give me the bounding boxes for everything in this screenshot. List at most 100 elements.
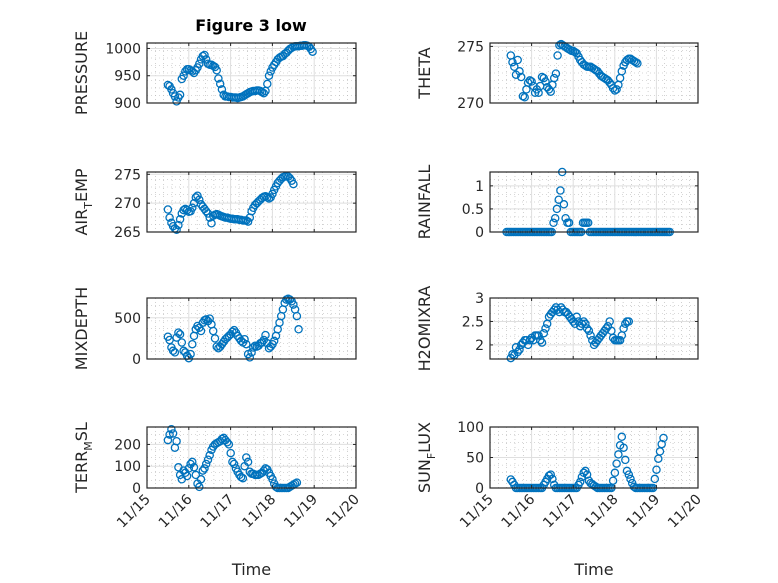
y-axis-label-part: M bbox=[82, 441, 95, 451]
x-tick-label: 11/19 bbox=[623, 492, 663, 532]
data-point bbox=[175, 215, 185, 224]
data-point bbox=[269, 336, 279, 346]
data-point bbox=[186, 349, 195, 359]
data-point bbox=[195, 59, 204, 68]
data-point bbox=[510, 62, 519, 72]
data-point bbox=[222, 438, 232, 447]
data-point bbox=[203, 455, 213, 464]
subplot-mixdepth: 0 500 MIXDEPTH bbox=[72, 287, 357, 370]
y-tick-label: 2.5 bbox=[462, 314, 484, 330]
data-point bbox=[556, 186, 565, 195]
axes-box bbox=[146, 426, 357, 489]
data-point bbox=[289, 300, 298, 309]
data-point bbox=[520, 93, 529, 102]
data-point bbox=[523, 340, 533, 350]
y-axis-label: PRESSURE bbox=[72, 31, 91, 115]
y-tick-label: 3 bbox=[475, 291, 484, 307]
data-point bbox=[184, 353, 194, 363]
data-point bbox=[308, 47, 317, 56]
data-point bbox=[539, 328, 549, 338]
data-point bbox=[172, 97, 181, 106]
y-axis-label-part: LUX bbox=[415, 422, 434, 453]
data-point bbox=[572, 312, 581, 322]
data-point bbox=[188, 203, 197, 213]
data-point bbox=[266, 67, 275, 76]
data-point bbox=[513, 55, 522, 65]
axes-box bbox=[146, 297, 357, 360]
data-point bbox=[215, 79, 225, 89]
y-axis-label: THETA bbox=[415, 47, 434, 99]
data-point bbox=[188, 457, 197, 467]
data-point bbox=[188, 339, 197, 349]
y-tick-label: 0 bbox=[475, 225, 484, 241]
data-point bbox=[249, 343, 258, 352]
subplot-sun_flux: 0 50 100 11/15 11/16 11/17 11/18 11/19 11/20 Time… bbox=[415, 420, 705, 579]
y-axis-label: MIXDEPTH bbox=[72, 287, 91, 370]
subplot-terr_msl: 0 100 200 11/15 11/16 11/17 11/18 11/19 11/20 Tim… bbox=[72, 422, 363, 579]
x-axis-label: Time bbox=[573, 560, 613, 579]
data-point bbox=[257, 338, 267, 347]
y-axis-label: H2OMIXRA bbox=[415, 286, 434, 372]
data-point bbox=[263, 79, 272, 89]
data-point bbox=[229, 459, 239, 469]
data-point bbox=[243, 217, 253, 226]
data-point bbox=[515, 345, 524, 354]
data-point bbox=[652, 465, 661, 474]
data-point bbox=[174, 220, 183, 230]
data-point bbox=[257, 87, 267, 97]
data-point bbox=[184, 464, 194, 473]
data-point bbox=[516, 72, 526, 82]
data-point bbox=[228, 457, 237, 467]
y-tick-label: 100 bbox=[114, 459, 141, 475]
data-point bbox=[615, 335, 625, 345]
data-point bbox=[212, 342, 221, 351]
data-point bbox=[224, 440, 234, 449]
data-point bbox=[617, 432, 627, 442]
data-point bbox=[196, 475, 206, 484]
data-point bbox=[608, 476, 618, 485]
y-tick-label: 275 bbox=[114, 167, 141, 183]
data-point bbox=[601, 324, 611, 333]
data-point bbox=[243, 457, 253, 467]
y-axis-label-part: T bbox=[82, 202, 95, 210]
data-point bbox=[210, 334, 220, 343]
y-axis-label-part: MIXDEPTH bbox=[72, 287, 91, 370]
data-point bbox=[242, 339, 251, 349]
data-point bbox=[264, 71, 274, 80]
axes-box bbox=[489, 42, 699, 104]
data-point bbox=[508, 57, 517, 67]
y-tick-label: 500 bbox=[114, 311, 141, 327]
y-axis-label: AIRTEMP bbox=[72, 168, 95, 235]
y-tick-label: 2 bbox=[475, 338, 484, 354]
data-point bbox=[289, 179, 298, 189]
y-axis-label-part: SL bbox=[72, 422, 91, 441]
data-point bbox=[619, 443, 628, 452]
data-point bbox=[167, 424, 176, 434]
data-point bbox=[513, 347, 522, 357]
data-point bbox=[198, 466, 208, 475]
y-axis-label-part: SUN bbox=[415, 459, 434, 493]
y-tick-label: 275 bbox=[457, 39, 484, 55]
data-point bbox=[214, 74, 223, 83]
y-tick-label: 265 bbox=[114, 225, 141, 241]
y-axis-label-part: RAINFALL bbox=[415, 165, 434, 240]
y-tick-label: 1 bbox=[475, 179, 484, 195]
data-point bbox=[207, 219, 216, 228]
data-point bbox=[242, 453, 251, 462]
data-point bbox=[549, 218, 558, 228]
y-axis-label: TERRMSL bbox=[72, 422, 95, 494]
subplot-h2omixra: 2 2.5 3 H2OMIXRA bbox=[415, 286, 699, 372]
data-point bbox=[612, 85, 621, 94]
x-tick-label: 11/16 bbox=[499, 491, 539, 531]
data-point bbox=[527, 77, 536, 86]
data-point bbox=[182, 205, 192, 215]
data-point bbox=[175, 90, 185, 100]
y-axis-label-part: F bbox=[425, 453, 438, 459]
data-point bbox=[577, 472, 587, 482]
data-point bbox=[268, 189, 277, 199]
y-axis-label-part: PRESSURE bbox=[72, 31, 91, 115]
data-point bbox=[552, 204, 562, 214]
x-tick-label: 11/17 bbox=[540, 492, 580, 532]
data-point bbox=[195, 482, 204, 492]
